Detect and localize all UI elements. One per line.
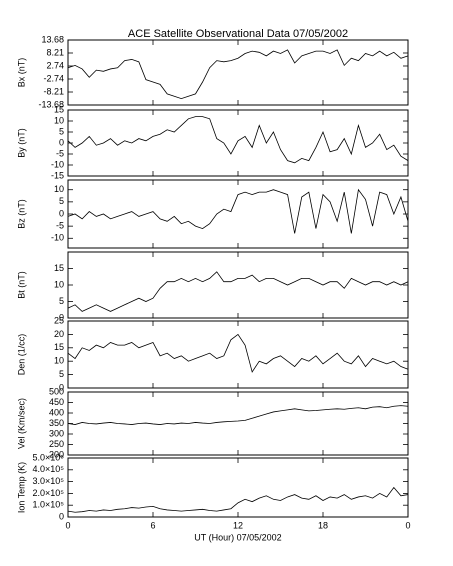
- y-tick-label: 2.74: [46, 60, 64, 70]
- y-tick-label: 0: [59, 137, 64, 147]
- panel-frame: [67, 251, 409, 319]
- y-tick-label: 10: [54, 115, 64, 125]
- y-tick-label: 500: [49, 386, 64, 396]
- y-tick-label: 4.0×10⁵: [32, 464, 64, 474]
- y-axis-label: By (nT): [16, 128, 26, 158]
- y-axis-label: Bx (nT): [16, 58, 26, 88]
- panel-frame: [67, 320, 409, 389]
- data-line: [67, 405, 409, 425]
- y-tick-label: 2.0×10⁵: [32, 488, 64, 498]
- y-tick-label: 25: [54, 315, 64, 325]
- y-tick-label: -15: [51, 170, 64, 180]
- y-tick-label: -5: [56, 221, 64, 231]
- y-tick-label: 5: [59, 196, 64, 206]
- panel-frame: [67, 39, 409, 106]
- y-tick-label: -10: [51, 159, 64, 169]
- x-tick-label: 6: [150, 520, 155, 530]
- y-tick-label: -5: [56, 148, 64, 158]
- y-tick-label: 20: [54, 329, 64, 339]
- y-tick-label: 15: [54, 342, 64, 352]
- y-tick-label: 250: [49, 439, 64, 449]
- y-tick-label: 3.0×10⁵: [32, 476, 64, 486]
- data-line: [67, 271, 409, 312]
- y-tick-label: 5: [59, 369, 64, 379]
- y-axis-label: Ion Temp (K): [16, 462, 26, 513]
- y-tick-label: 300: [49, 428, 64, 438]
- y-tick-label: 200: [49, 449, 64, 459]
- y-tick-label: 0: [59, 511, 64, 521]
- y-tick-label: 0: [59, 208, 64, 218]
- data-line: [67, 188, 409, 234]
- y-tick-label: 0: [59, 312, 64, 322]
- y-tick-label: 10: [54, 184, 64, 194]
- y-tick-label: 13.68: [41, 34, 64, 44]
- y-tick-label: -8.21: [43, 86, 64, 96]
- y-tick-label: -2.74: [43, 73, 64, 83]
- y-axis-label: Vel (Km/sec): [16, 398, 26, 449]
- x-tick-label: 0: [405, 520, 410, 530]
- chart-title: ACE Satellite Observational Data 07/05/2…: [128, 28, 348, 40]
- y-tick-label: 350: [49, 418, 64, 428]
- y-tick-label: 5.0×10⁵: [32, 452, 64, 462]
- data-line: [67, 486, 409, 513]
- y-tick-label: 8.21: [46, 47, 64, 57]
- y-tick-label: -10: [51, 233, 64, 243]
- y-tick-label: 15: [54, 263, 64, 273]
- y-tick-label: 15: [54, 104, 64, 114]
- y-axis-label: Bt (nT): [16, 271, 26, 299]
- y-tick-label: 450: [49, 397, 64, 407]
- x-axis-label: UT (Hour) 07/05/2002: [194, 532, 281, 542]
- y-tick-label: 400: [49, 407, 64, 417]
- y-tick-label: 5: [59, 126, 64, 136]
- y-tick-label: -13.68: [38, 99, 64, 109]
- data-line: [67, 49, 409, 100]
- y-tick-label: 5: [59, 296, 64, 306]
- data-line: [67, 333, 409, 373]
- y-tick-label: 10: [54, 279, 64, 289]
- y-axis-label: Bz (nT): [16, 199, 26, 229]
- panel-frame: [67, 457, 409, 518]
- y-tick-label: 0: [59, 382, 64, 392]
- y-tick-label: 10: [54, 356, 64, 366]
- x-tick-label: 0: [65, 520, 70, 530]
- panel-frame: [67, 179, 409, 249]
- x-tick-label: 18: [318, 520, 328, 530]
- data-line: [67, 116, 409, 164]
- y-axis-label: Den (1/cc): [16, 334, 26, 376]
- panel-frame: [67, 109, 409, 177]
- y-tick-label: 1.0×10⁵: [32, 500, 64, 510]
- x-tick-label: 12: [233, 520, 243, 530]
